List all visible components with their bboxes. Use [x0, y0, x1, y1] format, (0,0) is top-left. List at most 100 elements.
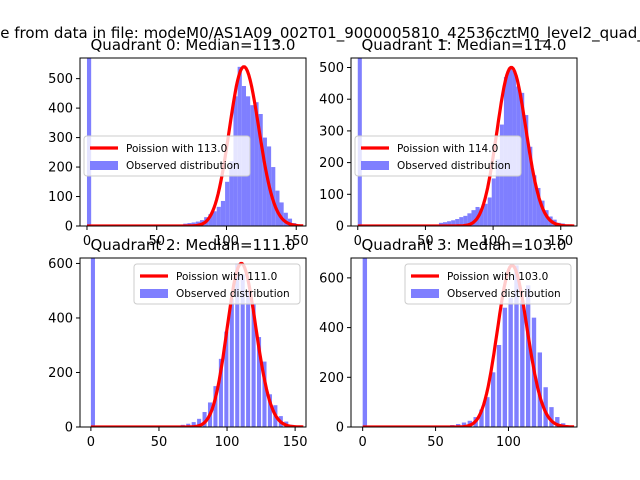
y-tick-label: 0 [65, 220, 73, 235]
histogram-bar [224, 331, 229, 427]
histogram-bar [229, 298, 234, 427]
y-tick-label: 200 [48, 161, 73, 176]
x-tick-label: 150 [548, 234, 573, 249]
x-tick-label: 100 [215, 435, 240, 450]
histogram-bar [258, 114, 263, 226]
histogram-bar [496, 344, 502, 427]
histogram-bar [479, 409, 484, 427]
legend-box [354, 135, 522, 177]
histogram-bar [90, 258, 95, 427]
histogram-bar [467, 213, 472, 226]
histogram-bar [536, 187, 541, 226]
panel-title: Quadrant 2: Median=111.0 [91, 236, 296, 254]
axes-frame [79, 257, 307, 428]
y-tick-label: 600 [48, 257, 73, 272]
y-tick-label: 100 [48, 190, 73, 205]
histogram-bar [216, 206, 221, 226]
axes-frame [350, 57, 578, 227]
y-tick-label: 300 [48, 131, 73, 146]
histogram-bar [225, 181, 230, 226]
y-tick-label: 200 [319, 156, 344, 171]
y-tick-label: 400 [319, 93, 344, 108]
histogram-bar [459, 217, 464, 226]
histogram-bar [455, 219, 460, 226]
x-tick-label: 50 [148, 234, 165, 249]
axes-frame [79, 57, 307, 227]
histogram-bar [283, 212, 288, 226]
histogram-bar [502, 307, 508, 427]
histogram-bar [218, 358, 223, 427]
legend-box [404, 263, 572, 305]
histogram-bar [543, 387, 548, 427]
histogram-bar [549, 407, 554, 427]
figure-suptitle: Plots made from data in file: modeM0/AS1… [0, 24, 640, 43]
histogram-bar [447, 221, 452, 226]
x-tick-label: 150 [284, 234, 309, 249]
histogram-bar [262, 137, 267, 226]
histogram-bar [212, 211, 217, 226]
histogram-bar [229, 161, 234, 226]
histogram-bar [251, 304, 256, 427]
y-tick-label: 300 [319, 124, 344, 139]
histogram-bar [508, 297, 513, 427]
histogram-bar [235, 263, 240, 427]
panel-title: Quadrant 1: Median=114.0 [362, 36, 567, 54]
legend: Poission with 114.0 Observed distribution [354, 135, 522, 177]
plot-area [90, 258, 304, 427]
histogram-bar [525, 285, 531, 427]
histogram-bar [491, 178, 496, 226]
y-tick-label: 500 [319, 61, 344, 76]
legend-label-observed: Observed distribution [447, 288, 561, 300]
histogram-bar [461, 422, 467, 427]
y-tick-label: 400 [319, 321, 344, 336]
x-tick-label: 100 [496, 435, 521, 450]
y-tick-label: 0 [336, 421, 344, 436]
histogram-bar [451, 220, 456, 226]
histogram-bar [524, 115, 529, 226]
panel-title: Quadrant 0: Median=113.0 [91, 36, 296, 54]
x-tick-label: 50 [151, 435, 168, 450]
histogram-bar [485, 397, 490, 427]
histogram-bar [479, 208, 484, 226]
histogram-bar [246, 290, 251, 427]
axes-frame [350, 257, 578, 428]
y-tick-label: 500 [48, 72, 73, 87]
histogram-bar [540, 200, 545, 226]
chart-panel: 0 50 100 0 200 400 600 Quadrant 3: Median=103.0… [319, 236, 578, 450]
histogram-bar [528, 146, 533, 226]
histogram-bar [267, 394, 272, 427]
histogram-bar [487, 197, 492, 226]
legend-bar-swatch [140, 289, 168, 298]
legend-label-poisson: Poission with 111.0 [176, 271, 277, 283]
legend-bar-swatch [361, 161, 389, 170]
histogram-bar [279, 202, 284, 226]
histogram-bar [362, 258, 368, 427]
histogram-bar [240, 274, 245, 427]
histogram-bar [532, 175, 537, 226]
histogram-bar [254, 102, 259, 226]
legend: Poission with 111.0 Observed distribution [133, 263, 301, 305]
poisson-curve [362, 263, 575, 427]
x-tick-label: 100 [214, 234, 239, 249]
histogram-bar [443, 222, 448, 226]
x-tick-label: 0 [87, 435, 95, 450]
histogram-bar [520, 92, 525, 226]
histogram-bar [208, 214, 213, 226]
legend-label-observed: Observed distribution [397, 160, 511, 172]
x-tick-label: 50 [417, 234, 434, 249]
legend-label-observed: Observed distribution [176, 288, 290, 300]
histogram-bar [495, 159, 500, 226]
y-tick-label: 400 [48, 102, 73, 117]
legend: Poission with 113.0 Observed distribution [83, 135, 251, 177]
y-tick-label: 400 [48, 311, 73, 326]
legend-bar-swatch [411, 289, 439, 298]
panel-title: Quadrant 3: Median=103.0 [362, 236, 567, 254]
poisson-curve [90, 261, 304, 427]
histogram-bar [555, 417, 560, 427]
legend-label-observed: Observed distribution [126, 160, 240, 172]
histogram-bar [202, 412, 207, 427]
x-tick-label: 150 [283, 435, 308, 450]
histogram-bar [213, 386, 218, 427]
x-tick-label: 50 [427, 435, 444, 450]
